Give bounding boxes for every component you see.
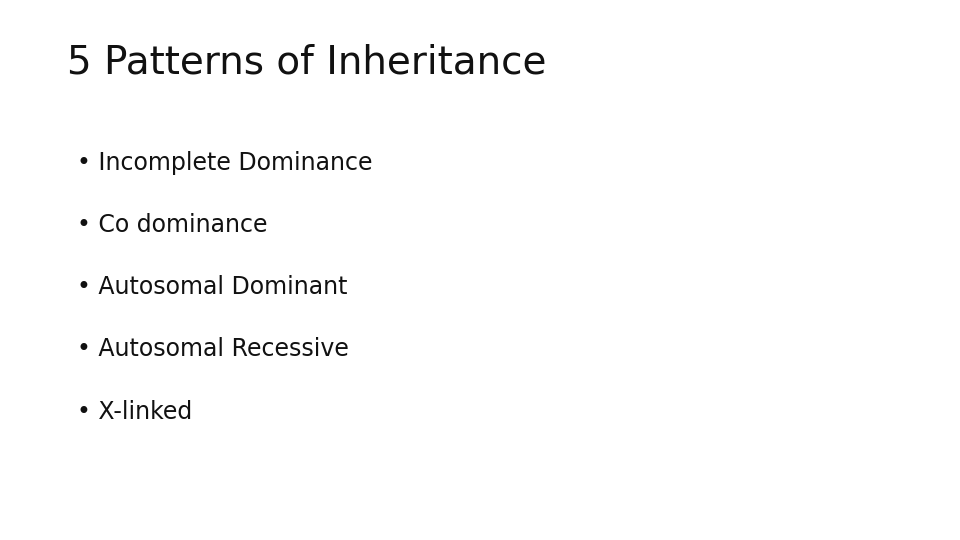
Text: • Co dominance: • Co dominance (77, 213, 267, 237)
Text: • Incomplete Dominance: • Incomplete Dominance (77, 151, 372, 175)
Text: • X-linked: • X-linked (77, 400, 192, 423)
Text: • Autosomal Dominant: • Autosomal Dominant (77, 275, 348, 299)
Text: • Autosomal Recessive: • Autosomal Recessive (77, 338, 348, 361)
Text: 5 Patterns of Inheritance: 5 Patterns of Inheritance (67, 43, 546, 81)
